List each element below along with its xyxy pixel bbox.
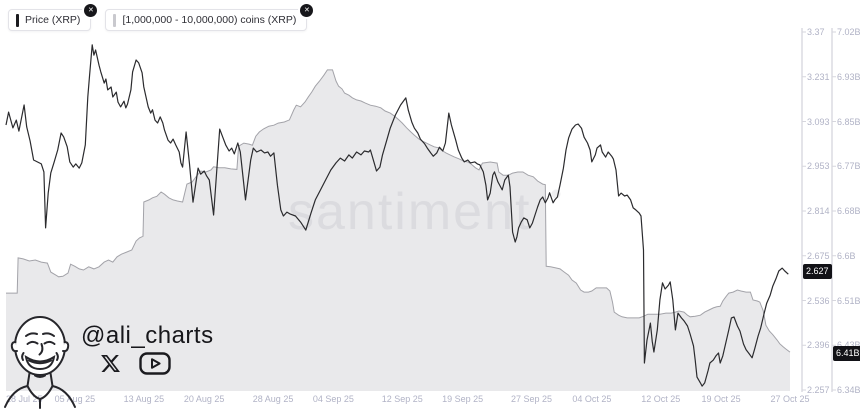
supply-series-label: [1,000,000 - 10,000,000) coins (XRP) (122, 14, 297, 26)
close-icon[interactable]: ✕ (84, 4, 98, 17)
youtube-icon (139, 352, 171, 375)
attribution: @ali_charts (0, 300, 220, 409)
date-tick-label: 04 Sep 25 (312, 394, 354, 404)
price-tick-label: 2.814 (807, 206, 830, 216)
price-tick-label: 3.093 (807, 116, 830, 127)
date-tick-label: 12 Sep 25 (381, 394, 423, 404)
santiment-watermark: santiment (288, 183, 531, 241)
price-tick-label: 2.257 (807, 385, 830, 395)
supply-tick-label: 6.34B (837, 385, 860, 395)
date-tick-label: 20 Aug 25 (183, 394, 225, 404)
supply-tick-label: 7.02B (837, 27, 860, 37)
price-tick-label: 3.37 (807, 27, 825, 37)
price-tick-label: 2.396 (807, 340, 830, 351)
date-tick-label: 12 Oct 25 (641, 394, 681, 404)
series-chip-supply-distribution[interactable]: [1,000,000 - 10,000,000) coins (XRP) ✕ (105, 4, 314, 31)
price-series-label: Price (XRP) (25, 14, 81, 26)
date-tick-label: 13 Aug 25 (123, 394, 165, 404)
price-tick-label: 2.536 (807, 295, 830, 306)
avatar-illustration (4, 316, 76, 409)
date-tick-label: 19 Sep 25 (442, 394, 484, 404)
supply-tick-label: 6.51B (837, 295, 860, 306)
supply-tick-label: 6.85B (837, 116, 860, 127)
price-tick-label: 3.231 (807, 71, 830, 82)
date-tick-label: 27 Oct 25 (770, 394, 810, 404)
supply-area-edge (6, 69, 791, 353)
price-tick-label: 2.953 (807, 161, 830, 172)
supply-axis-labels: 7.02B 6.93B 6.85B 6.77B 6.68B 6.6B 6.51B 6.43B 6… (837, 0, 860, 409)
date-tick-label: 28 Jul 25 (6, 394, 43, 404)
series-chip-price[interactable]: Price (XRP) ✕ (8, 4, 98, 31)
supply-tick-label: 6.43B (837, 340, 860, 350)
price-series-color-bar (16, 13, 19, 27)
price-axis-labels: 3.37 3.231 3.093 2.953 2.814 2.675 2.536 2.396 2… (807, 0, 833, 409)
supply-area (6, 69, 790, 392)
price-tick-label: 2.675 (807, 250, 830, 261)
date-tick-label: 19 Oct 25 (701, 394, 741, 404)
series-legend: Price (XRP) ✕ [1,000,000 - 10,000,000) c… (8, 4, 314, 31)
supply-tick-label: 6.68B (837, 206, 860, 216)
x-twitter-icon (101, 354, 120, 373)
date-tick-label: 27 Sep 25 (511, 394, 553, 404)
date-tick-label: 28 Aug 25 (252, 394, 294, 404)
price-current-badge: 2.627 (803, 263, 832, 279)
author-handle: @ali_charts (81, 322, 214, 349)
price-line (5, 44, 789, 387)
supply-tick-label: 6.6B (837, 250, 856, 261)
date-tick-label: 05 Aug 25 (54, 394, 96, 404)
supply-series-color-bar (113, 13, 117, 27)
social-icons (100, 352, 171, 375)
supply-tick-label: 6.93B (837, 71, 860, 82)
supply-current-badge: 6.41B (833, 346, 860, 362)
supply-tick-label: 6.77B (837, 161, 860, 172)
close-icon[interactable]: ✕ (300, 4, 314, 17)
date-tick-label: 04 Oct 25 (572, 394, 612, 404)
